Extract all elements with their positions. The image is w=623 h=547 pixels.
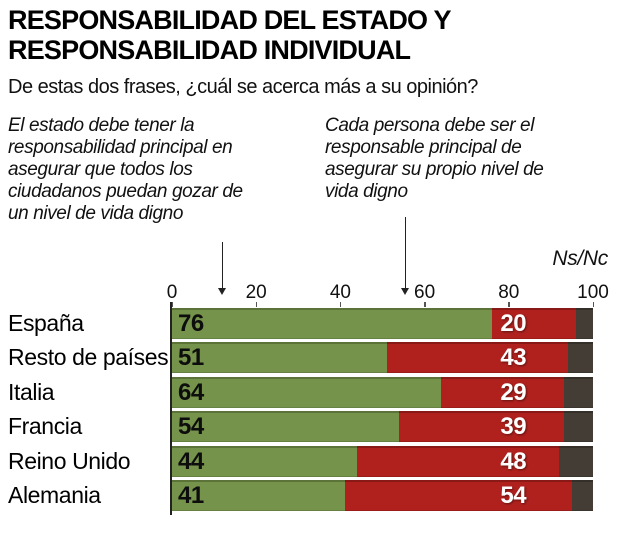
x-axis-tick-label: 100: [577, 282, 609, 303]
bar-value-state: 41: [178, 482, 204, 509]
bar-segment-state: [172, 480, 345, 511]
x-axis-tick-label: 20: [245, 282, 267, 303]
chart-question: De estas dos frases, ¿cuál se acerca más…: [8, 76, 478, 98]
row-label-francia: Francia: [8, 413, 82, 439]
row-label-espa-a: España: [8, 310, 84, 336]
bar-value-individual: 48: [500, 448, 527, 475]
bar-segment-nsnc: [559, 446, 593, 477]
left-arrow-head-icon: [218, 288, 226, 299]
bar-row: 44 48: [172, 446, 593, 477]
bar-segment-individual: [344, 480, 572, 511]
bar-segment-individual: [491, 308, 577, 339]
bar-segment-nsnc: [576, 308, 593, 339]
bar-segment-nsnc: [563, 411, 593, 442]
bar-value-state: 54: [178, 413, 204, 440]
bar-segment-individual: [386, 342, 568, 373]
x-axis-tick-mark: [424, 302, 426, 307]
title-line-1: RESPONSABILIDAD DEL ESTADO Y: [8, 5, 451, 35]
x-axis-tick-mark: [171, 302, 173, 307]
bar-row: 51 43: [172, 342, 593, 373]
row-label-alemania: Alemania: [8, 482, 101, 508]
bar-value-state: 44: [178, 448, 204, 475]
bar-segment-state: [172, 446, 358, 477]
x-axis-tick-label: 60: [414, 282, 436, 303]
x-axis-tick-mark: [255, 302, 258, 307]
bar-segment-individual: [399, 411, 564, 442]
bar-value-state: 64: [178, 379, 204, 406]
bar-segment-nsnc: [563, 377, 593, 408]
bar-segment-state: [172, 342, 387, 373]
bar-row: 41 54: [172, 480, 593, 511]
bar-segment-individual: [357, 446, 560, 477]
y-axis-line: [170, 302, 172, 515]
bar-value-state: 51: [178, 344, 204, 371]
nsnc-column-label: Ns/Nc: [552, 247, 608, 270]
row-label-resto-de-pa-ses: Resto de países: [8, 344, 169, 370]
x-axis-tick-label: 40: [329, 282, 351, 303]
title-line-2: RESPONSABILIDAD INDIVIDUAL: [8, 35, 411, 65]
right-arrow-line: [405, 217, 406, 288]
bar-segment-state: [172, 377, 442, 408]
annotation-state-responsibility: El estado debe tener la responsabilidad …: [8, 115, 243, 224]
x-axis-tick-label: 0: [166, 282, 178, 303]
left-arrow-line: [222, 242, 223, 288]
page-title: RESPONSABILIDAD DEL ESTADO Y RESPONSABIL…: [8, 5, 451, 65]
x-axis-tick-label: 80: [498, 282, 520, 303]
bar-segment-state: [172, 411, 400, 442]
row-label-italia: Italia: [8, 379, 55, 405]
x-axis-tick-mark: [592, 302, 594, 307]
x-axis-tick-mark: [339, 302, 342, 307]
annotation-individual-responsibility: Cada persona debe ser el responsable pri…: [325, 115, 544, 202]
right-arrow-head-icon: [401, 288, 409, 299]
bar-row: 64 29: [172, 377, 593, 408]
bar-value-state: 76: [178, 310, 204, 337]
bar-segment-nsnc: [567, 342, 593, 373]
bar-value-individual: 54: [500, 482, 527, 509]
bar-segment-nsnc: [571, 480, 593, 511]
bar-row: 54 39: [172, 411, 593, 442]
bar-value-individual: 43: [500, 344, 527, 371]
bar-row: 76 20: [172, 308, 593, 339]
bar-value-individual: 20: [500, 310, 527, 337]
row-label-reino-unido: Reino Unido: [8, 448, 131, 474]
bar-segment-individual: [441, 377, 564, 408]
bar-value-individual: 39: [500, 413, 527, 440]
x-axis-tick-mark: [508, 302, 510, 307]
bar-value-individual: 29: [500, 379, 527, 406]
bar-segment-state: [172, 308, 492, 339]
